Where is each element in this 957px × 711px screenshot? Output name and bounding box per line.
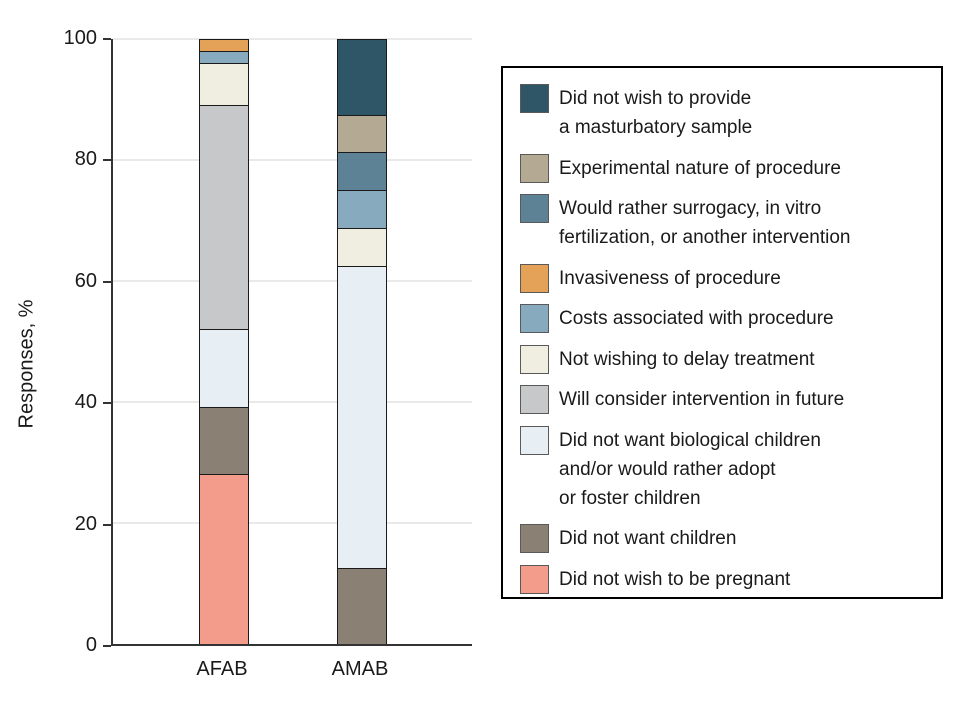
y-tick-80: [103, 159, 111, 162]
legend-label-7: Did not want biological children and/or w…: [559, 426, 821, 513]
legend-item-7: Did not want biological children and/or w…: [520, 425, 931, 513]
legend-label-line: Would rather surrogacy, in vitro: [559, 198, 822, 219]
legend-item-1: Experimental nature of procedure: [520, 153, 931, 183]
legend: Did not wish to provide a masturbatory sa…: [501, 66, 943, 599]
bar-segment-amab-4: [338, 191, 386, 229]
gridline-40: [113, 401, 472, 403]
legend-label-line: Did not wish to provide: [559, 88, 752, 109]
legend-label-line: and/or would rather adopt: [559, 458, 776, 480]
y-tick-label-60: 60: [74, 269, 97, 292]
bar-segment-afab-6: [200, 106, 248, 330]
bar-segment-afab-8: [200, 408, 248, 475]
legend-label-line: fertilization, or another intervention: [559, 227, 851, 248]
bar-segment-amab-5: [338, 228, 386, 267]
legend-label-line: Did not want biological children: [559, 429, 821, 451]
bar-segment-amab-7: [338, 266, 386, 569]
legend-swatch-4: [520, 304, 549, 333]
x-category-label-afab: AFAB: [196, 658, 248, 680]
x-category-label-amab: AMAB: [331, 658, 389, 680]
bar-segment-afab-7: [200, 329, 248, 409]
legend-label-line: Did not wish to be pregnant: [559, 568, 791, 590]
legend-label-line: Will consider intervention in future: [559, 389, 845, 410]
legend-swatch-7: [520, 425, 549, 455]
legend-label-line: Invasiveness of procedure: [559, 267, 781, 289]
legend-swatch-8: [520, 524, 549, 553]
bar-segment-afab-9: [200, 474, 248, 644]
bar-segment-amab-1: [338, 115, 386, 154]
legend-label-1: Experimental nature of procedure: [559, 154, 841, 183]
legend-swatch-1: [520, 153, 549, 183]
gridline-60: [113, 280, 472, 282]
legend-item-2: Would rather surrogacy, in vitro fertiliz…: [520, 194, 931, 252]
y-axis: 0 20 40 60 80 100: [0, 27, 111, 656]
bar-segment-afab-3: [200, 40, 248, 53]
legend-label-4: Costs associated with procedure: [559, 304, 834, 333]
bar-segment-amab-0: [338, 40, 386, 116]
legend-label-line: Not wishing to delay treatment: [559, 348, 815, 370]
legend-swatch-2: [520, 194, 549, 223]
bar-segment-amab-2: [338, 153, 386, 191]
legend-item-4: Costs associated with procedure: [520, 304, 931, 333]
y-tick-label-20: 20: [74, 512, 97, 535]
legend-item-8: Did not want children: [520, 524, 931, 553]
y-tick-label-40: 40: [74, 391, 97, 414]
bar-segment-afab-4: [200, 52, 248, 65]
legend-label-9: Did not wish to be pregnant: [559, 565, 790, 594]
bar-amab: [337, 39, 387, 644]
y-tick-label-80: 80: [74, 148, 97, 171]
x-axis: AFAB AMAB: [111, 658, 472, 688]
legend-swatch-3: [520, 263, 549, 293]
y-tick-40: [103, 402, 111, 405]
plot-area: [111, 38, 472, 646]
y-tick-label-0: 0: [85, 634, 97, 657]
legend-label-line: Experimental nature of procedure: [559, 157, 841, 179]
legend-item-5: Not wishing to delay treatment: [520, 344, 931, 374]
legend-swatch-0: [520, 84, 549, 113]
legend-swatch-5: [520, 344, 549, 374]
legend-label-3: Invasiveness of procedure: [559, 264, 781, 293]
legend-label-line: Did not want children: [559, 528, 737, 549]
legend-label-8: Did not want children: [559, 524, 736, 553]
y-tick-0: [103, 645, 111, 647]
legend-label-5: Not wishing to delay treatment: [559, 345, 815, 374]
legend-label-6: Will consider intervention in future: [559, 385, 844, 414]
bar-afab: [199, 39, 249, 644]
legend-item-6: Will consider intervention in future: [520, 385, 931, 414]
legend-item-0: Did not wish to provide a masturbatory sa…: [520, 84, 931, 142]
gridline-20: [113, 522, 472, 524]
legend-item-9: Did not wish to be pregnant: [520, 564, 931, 594]
legend-item-3: Invasiveness of procedure: [520, 263, 931, 293]
legend-swatch-6: [520, 385, 549, 414]
legend-label-line: a masturbatory sample: [559, 117, 753, 138]
legend-label-2: Would rather surrogacy, in vitro fertiliz…: [559, 194, 851, 252]
legend-label-line: Costs associated with procedure: [559, 308, 834, 329]
y-tick-20: [103, 523, 111, 526]
legend-label-line: or foster children: [559, 487, 701, 509]
bar-segment-amab-8: [338, 568, 386, 644]
bar-segment-afab-5: [200, 64, 248, 107]
legend-swatch-9: [520, 564, 549, 594]
y-tick-60: [103, 280, 111, 283]
y-tick-100: [103, 38, 111, 40]
gridline-100: [113, 38, 472, 40]
legend-label-0: Did not wish to provide a masturbatory sa…: [559, 84, 752, 142]
y-tick-label-100: 100: [63, 27, 97, 50]
gridline-80: [113, 159, 472, 161]
